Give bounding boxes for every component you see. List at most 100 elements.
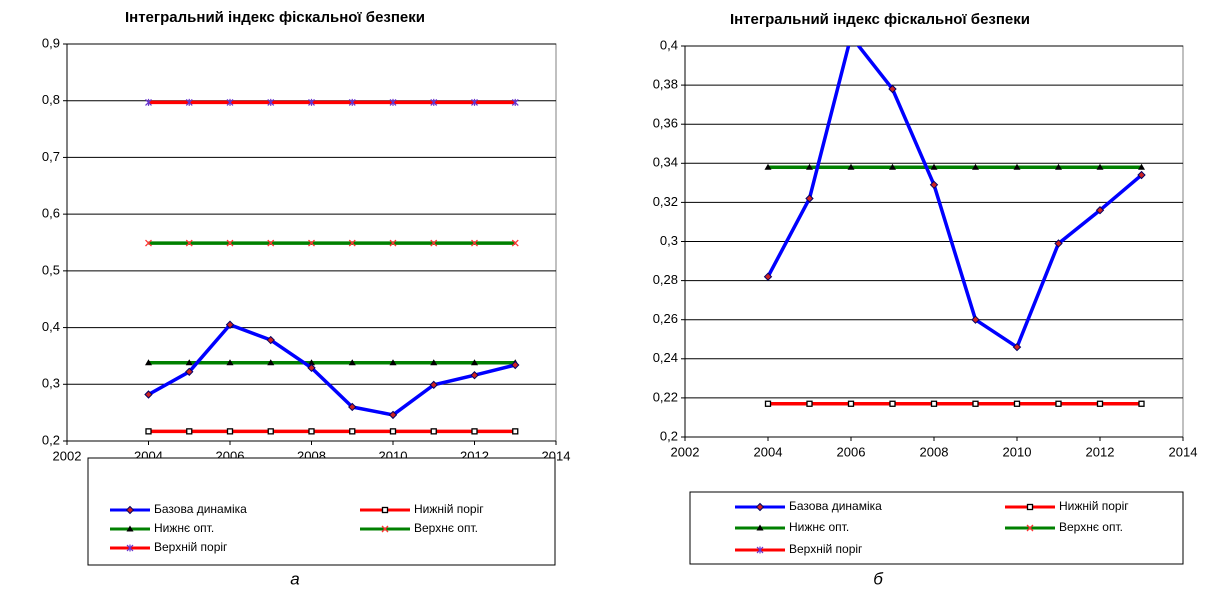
y-tick-label: 0,38 [653, 77, 678, 92]
y-tick-label: 0,2 [42, 432, 60, 447]
marker [308, 98, 315, 106]
legend-marker [756, 546, 764, 554]
chart: Інтегральний індекс фіскальної безпеки 0,… [42, 9, 571, 589]
marker [348, 98, 356, 106]
marker [185, 239, 193, 247]
y-tick-label: 0,32 [653, 194, 678, 209]
y-tick-label: 0,34 [653, 155, 678, 170]
marker [471, 428, 478, 435]
marker [145, 98, 152, 106]
marker [430, 98, 438, 106]
legend-marker [126, 525, 134, 532]
marker [388, 410, 398, 420]
marker [972, 163, 979, 170]
marker [1013, 400, 1021, 407]
marker [1138, 400, 1145, 407]
marker [307, 363, 316, 373]
y-tick-label: 0,3 [660, 233, 678, 248]
series-line [147, 322, 516, 417]
marker [1054, 239, 1063, 248]
x-tick-label: 2008 [920, 444, 949, 459]
marker [186, 428, 193, 435]
legend-label: Нижній поріг [414, 502, 484, 516]
legend-marker [381, 506, 389, 514]
marker [847, 163, 855, 170]
marker [185, 367, 194, 377]
marker [308, 428, 315, 435]
marker [145, 239, 152, 247]
marker [930, 163, 938, 170]
y-tick-label: 0,4 [42, 319, 60, 334]
y-tick-label: 0,5 [42, 262, 60, 277]
y-tick-label: 0,8 [42, 92, 60, 107]
plot [144, 98, 520, 435]
legend-marker [125, 505, 135, 515]
marker [1055, 400, 1062, 407]
marker [348, 359, 356, 366]
legend-marker [1026, 503, 1034, 511]
marker [471, 239, 478, 247]
x-tick-label: 2002 [671, 444, 700, 459]
marker [308, 359, 315, 366]
marker [971, 315, 980, 324]
chart-title: Інтегральний індекс фіскальної безпеки [730, 11, 1030, 28]
y-tick-label: 0,36 [653, 116, 678, 131]
marker [267, 428, 274, 435]
marker [226, 239, 234, 247]
x-tick-label: 2002 [53, 448, 82, 463]
marker [389, 428, 397, 435]
y-tick-label: 0,2 [660, 428, 678, 443]
marker [144, 390, 153, 399]
marker [764, 400, 772, 407]
marker [349, 428, 356, 435]
marker [348, 402, 357, 412]
marker [185, 98, 193, 106]
marker [889, 400, 896, 407]
marker [806, 163, 813, 170]
marker [226, 359, 234, 366]
series-line [766, 46, 1143, 349]
y-tick-label: 0,4 [660, 37, 678, 52]
marker [1055, 163, 1062, 170]
y-tick-label: 0,24 [653, 350, 678, 365]
chart: Інтегральний індекс фіскальної безпеки 0,… [653, 11, 1198, 589]
marker [471, 359, 478, 366]
marker [267, 98, 275, 106]
legend-label: Верхнє опт. [414, 521, 478, 535]
marker [429, 380, 438, 390]
marker [430, 428, 437, 435]
marker [470, 371, 479, 380]
x-tick-label: 2006 [837, 444, 866, 459]
marker [1138, 163, 1145, 170]
legend-label: Нижнє опт. [789, 520, 849, 534]
y-tick-label: 0,28 [653, 272, 678, 287]
marker [308, 239, 315, 247]
marker [145, 428, 152, 435]
marker [805, 194, 814, 203]
y-tick-label: 0,22 [653, 389, 678, 404]
marker [1013, 163, 1021, 170]
marker [930, 400, 938, 407]
plot [763, 46, 1146, 407]
legend-label: Базова динаміка [154, 502, 247, 516]
caption: а [290, 569, 299, 588]
marker [1095, 206, 1105, 215]
marker [1096, 400, 1104, 407]
legend-marker [756, 524, 764, 531]
caption: б [873, 569, 884, 588]
legend-label: Верхній поріг [154, 540, 228, 554]
marker [225, 320, 235, 329]
marker [972, 400, 979, 407]
marker [430, 239, 438, 247]
y-tick-label: 0,3 [42, 376, 60, 391]
y-tick-label: 0,6 [42, 206, 60, 221]
marker [847, 400, 855, 407]
legend-label: Нижній поріг [1059, 499, 1129, 513]
x-tick-label: 2010 [1003, 444, 1032, 459]
marker [511, 239, 519, 247]
marker [226, 98, 234, 106]
marker [430, 359, 438, 366]
marker [389, 359, 397, 366]
y-tick-label: 0,9 [42, 35, 60, 50]
